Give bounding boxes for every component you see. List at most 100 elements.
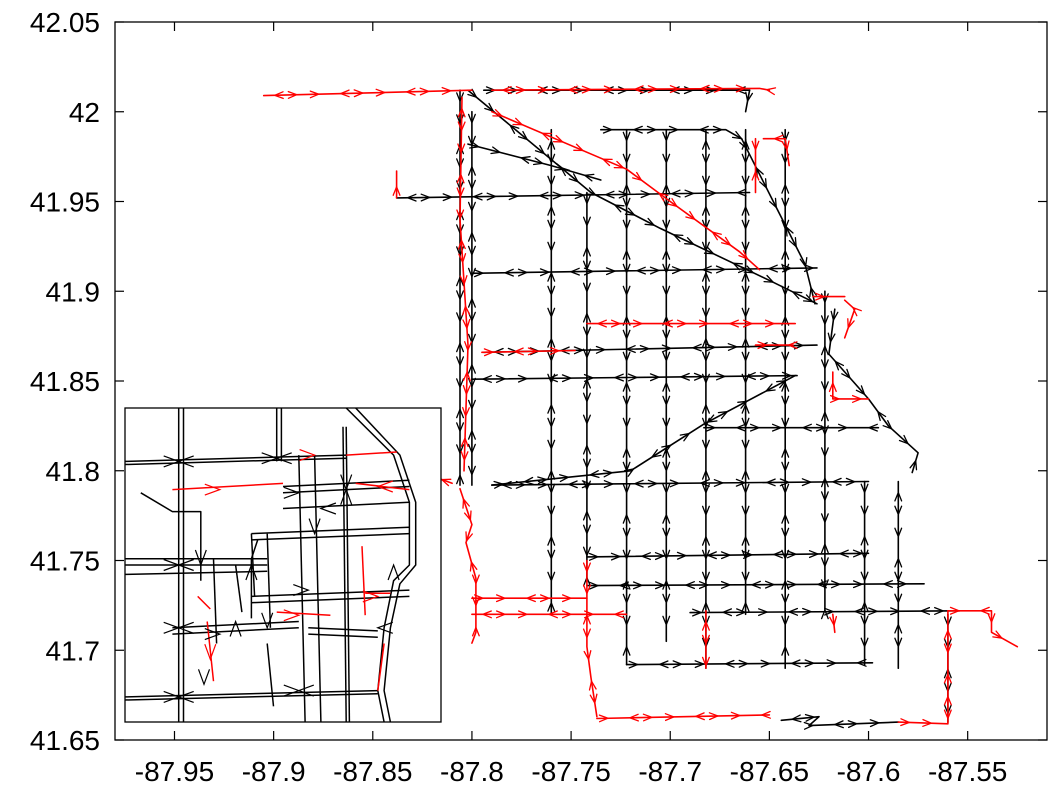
direction-arrow (713, 84, 725, 93)
direction-arrow (701, 265, 712, 274)
direction-arrow (669, 189, 681, 198)
route-segment (947, 609, 1019, 648)
direction-arrow (646, 125, 658, 134)
direction-arrow (517, 610, 529, 619)
direction-arrow (742, 319, 754, 328)
direction-arrow (547, 468, 556, 480)
direction-arrow (781, 351, 790, 363)
direction-arrow (467, 443, 476, 455)
direction-arrow (622, 197, 631, 209)
direction-arrow (456, 224, 465, 235)
direction-arrow (694, 712, 705, 721)
direction-arrow (583, 173, 595, 182)
direction-arrow (847, 318, 855, 330)
route-segment (262, 89, 473, 97)
direction-arrow (760, 710, 771, 719)
direction-arrow (701, 505, 710, 517)
direction-arrow (596, 319, 607, 328)
direction-arrow (860, 549, 869, 561)
direction-arrow (745, 91, 754, 103)
direction-arrow (787, 607, 799, 616)
direction-arrow (467, 245, 476, 257)
route-segment (740, 137, 816, 305)
inset-direction-arrow (319, 502, 337, 515)
direction-arrow (483, 348, 495, 357)
route-segment (481, 349, 576, 354)
direction-arrow (781, 314, 790, 326)
direction-arrow (781, 578, 790, 590)
direction-arrow (701, 351, 710, 363)
direction-arrow (622, 395, 631, 407)
direction-arrow (456, 422, 465, 433)
direction-arrow (467, 399, 476, 411)
direction-arrow (820, 381, 829, 392)
route-segment (395, 191, 751, 199)
direction-arrow (791, 291, 803, 300)
direction-arrow (508, 192, 520, 201)
direction-arrow (781, 615, 790, 627)
direction-arrow (537, 191, 549, 200)
direction-arrow (484, 102, 495, 113)
inset-route-segment (251, 532, 410, 541)
direction-arrow (730, 711, 742, 720)
direction-arrow (419, 87, 431, 96)
direction-arrow (456, 209, 465, 221)
direction-arrow (741, 373, 750, 385)
direction-arrow (781, 483, 790, 495)
direction-arrow (456, 444, 465, 455)
inset-direction-arrow-red (283, 609, 301, 622)
direction-arrow (603, 85, 615, 94)
direction-arrow (679, 432, 691, 442)
direction-arrow (781, 512, 790, 524)
direction-arrow (622, 549, 631, 561)
inset-route-segment (355, 482, 410, 491)
downtown-inset (124, 407, 442, 723)
direction-arrow (456, 407, 465, 419)
route-segment (490, 374, 797, 486)
route-segment (586, 559, 598, 718)
direction-arrow (708, 712, 720, 721)
route-segment (459, 96, 469, 472)
direction-arrow (900, 718, 912, 727)
direction-arrow (622, 483, 631, 495)
direction-arrow (642, 713, 654, 722)
direction-arrow (513, 347, 524, 356)
direction-arrow (649, 266, 661, 275)
y-tick-label: 41.85 (30, 366, 100, 397)
direction-arrow (632, 581, 644, 590)
inset-route-segment (125, 454, 347, 463)
direction-arrow (767, 264, 778, 273)
direction-arrow (720, 236, 732, 247)
direction-arrow (473, 594, 485, 603)
direction-arrow (661, 344, 673, 353)
direction-arrow (582, 392, 591, 404)
direction-arrow (751, 140, 760, 152)
direction-arrow (831, 477, 842, 486)
direction-arrow (793, 341, 805, 350)
direction-arrow (603, 190, 615, 199)
direction-arrow (662, 329, 671, 341)
direction-arrow (735, 84, 747, 93)
direction-arrow (898, 434, 910, 445)
direction-arrow (701, 549, 710, 561)
direction-arrow (739, 138, 748, 151)
direction-arrow (547, 373, 556, 385)
direction-arrow (699, 84, 710, 93)
direction-arrow (525, 594, 536, 603)
direction-arrow (662, 446, 671, 458)
direction-arrow (820, 410, 829, 422)
direction-arrow (765, 478, 776, 487)
direction-arrow (467, 179, 476, 191)
direction-arrow (801, 478, 813, 487)
direction-arrow (757, 341, 769, 350)
direction-arrow (588, 679, 597, 691)
direction-arrow (456, 158, 465, 169)
direction-arrow (683, 86, 695, 95)
direction-arrow (627, 373, 639, 382)
route-segment (762, 137, 791, 167)
direction-arrow (701, 417, 710, 429)
direction-arrow (662, 395, 671, 407)
direction-arrow (738, 659, 750, 668)
direction-arrow (493, 480, 505, 489)
direction-arrow (713, 479, 725, 487)
